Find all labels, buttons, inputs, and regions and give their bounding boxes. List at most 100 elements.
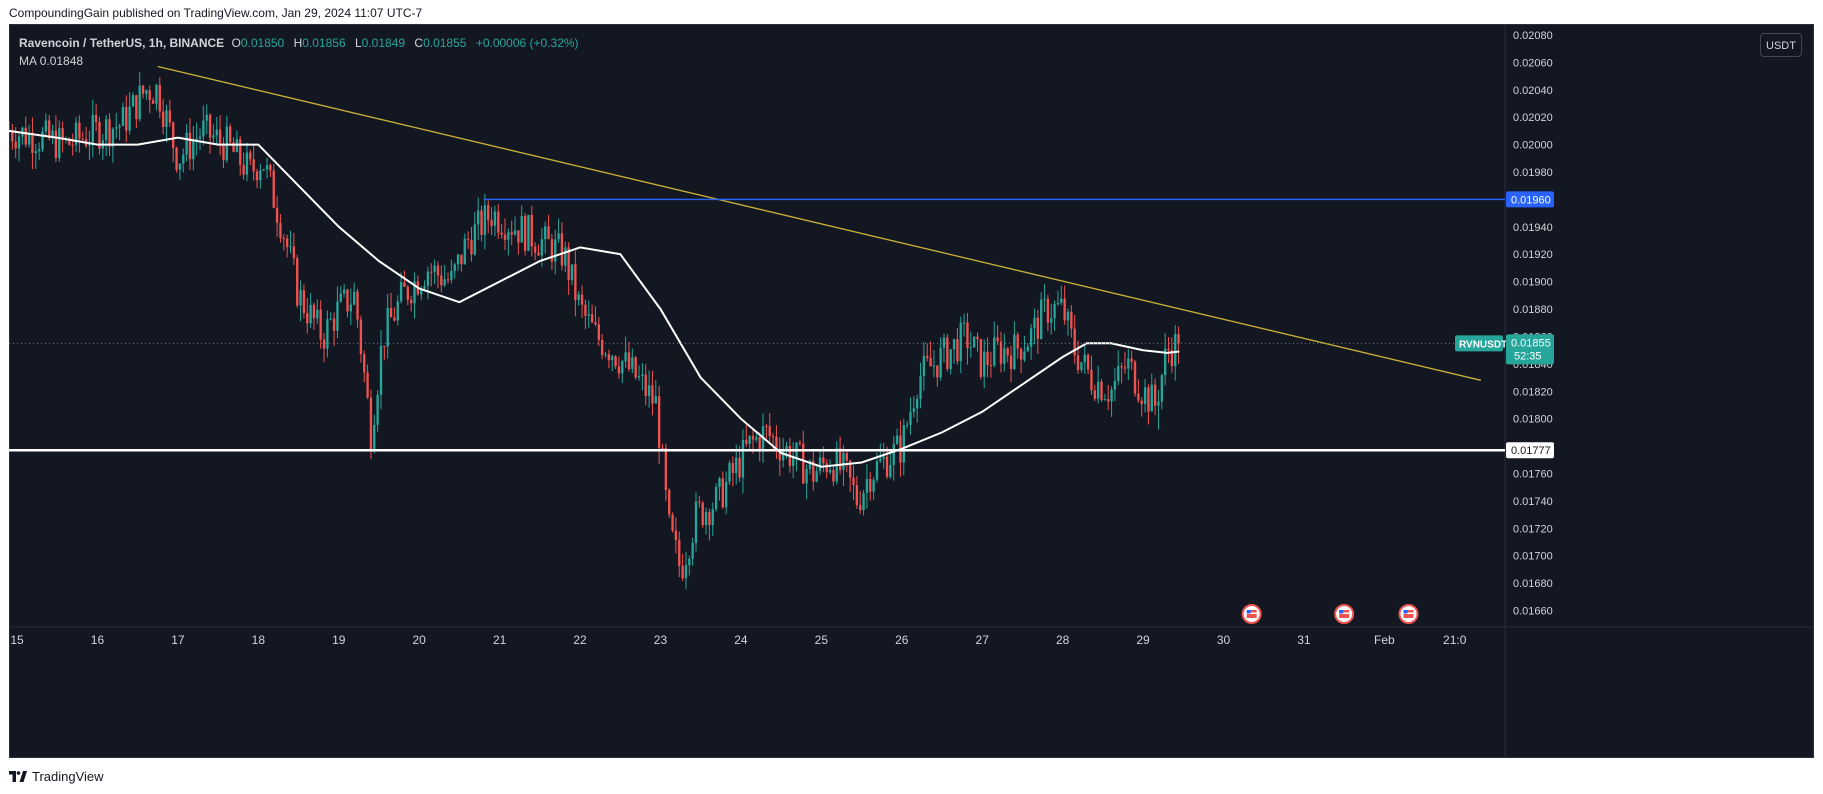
x-tick-label: 26 xyxy=(895,633,909,647)
candle-body xyxy=(614,356,617,367)
current-price-label: 0.01855 xyxy=(1511,337,1551,349)
candle-body xyxy=(175,147,178,170)
x-tick-label: 29 xyxy=(1136,633,1150,647)
candle-body xyxy=(1046,298,1050,323)
candle-body xyxy=(919,376,922,399)
candle-body xyxy=(309,304,312,324)
candle-body xyxy=(440,275,443,286)
x-tick-label: 17 xyxy=(171,633,185,647)
candle-body xyxy=(885,456,889,477)
candle-body xyxy=(108,119,111,147)
currency-button[interactable]: USDT xyxy=(1760,33,1802,57)
candle-body xyxy=(999,341,1003,364)
candle-body xyxy=(694,501,698,543)
candle-body xyxy=(14,141,17,149)
candle-body xyxy=(929,357,932,367)
candle-body xyxy=(972,336,976,348)
candle-body xyxy=(688,558,691,566)
candle-body xyxy=(631,357,634,370)
footer-brand[interactable]: TradingView xyxy=(32,768,104,784)
candle-body xyxy=(979,339,983,377)
candle-body xyxy=(151,100,155,104)
candle-body xyxy=(802,443,805,484)
candle-body xyxy=(285,238,289,248)
symbol-title[interactable]: Ravencoin / TetherUS, 1h, BINANCE xyxy=(19,36,225,50)
x-tick-label: 19 xyxy=(332,633,346,647)
candle-body xyxy=(768,426,771,437)
countdown-label: 52:35 xyxy=(1514,350,1542,362)
resistance-price-tag xyxy=(1506,191,1554,208)
x-tick-label: 23 xyxy=(654,633,668,647)
candle-body xyxy=(239,139,242,165)
candle-body xyxy=(704,512,708,525)
candle-body xyxy=(279,222,282,239)
candle-body xyxy=(939,347,942,378)
ohlc-row: Ravencoin / TetherUS, 1h, BINANCE O0.018… xyxy=(19,34,585,52)
candle-body xyxy=(594,322,597,325)
candle-body xyxy=(1174,334,1177,367)
candle-body xyxy=(869,479,872,492)
candle-body xyxy=(879,458,882,462)
candle-body xyxy=(306,313,309,324)
candle-body xyxy=(31,132,34,154)
chart-panel[interactable] xyxy=(9,24,1814,758)
candle-body xyxy=(755,437,758,440)
candle-body xyxy=(369,397,373,452)
candle-body xyxy=(808,460,812,469)
candle-body xyxy=(245,152,249,175)
candle-body xyxy=(1016,334,1019,349)
candle-body xyxy=(627,352,631,370)
candle-body xyxy=(399,282,403,302)
x-tick-label: 28 xyxy=(1056,633,1070,647)
candle-body xyxy=(356,291,359,320)
candlestick-chart[interactable]: 0.01660 0.01680 0.01700 0.01720 0.01740 0.017… xyxy=(9,24,1814,758)
candle-body xyxy=(577,294,580,301)
candle-body xyxy=(68,138,71,145)
candle-body xyxy=(758,437,761,451)
publish-bar: CompoundingGain published on TradingView… xyxy=(0,0,1823,24)
candle-body xyxy=(78,122,81,139)
candle-body xyxy=(27,132,31,145)
x-tick-label: 21 xyxy=(493,633,507,647)
y-tick-label: 0.01880 xyxy=(1513,304,1553,316)
candle-body xyxy=(962,322,966,324)
candle-body xyxy=(905,424,909,426)
candle-body xyxy=(714,487,718,510)
candle-body xyxy=(145,90,148,94)
high-value: 0.01856 xyxy=(302,36,346,50)
candle-body xyxy=(745,439,748,444)
candle-body xyxy=(1133,361,1137,394)
candle-body xyxy=(34,151,37,154)
candle-body xyxy=(353,291,356,305)
ma-label[interactable]: MA xyxy=(19,54,37,68)
candle-body xyxy=(976,336,979,340)
chart-legend: Ravencoin / TetherUS, 1h, BINANCE O0.018… xyxy=(19,34,585,70)
candle-body xyxy=(389,307,393,318)
candle-body xyxy=(420,288,423,295)
flag-stripe-icon xyxy=(1339,612,1350,614)
candle-body xyxy=(902,425,905,463)
candle-body xyxy=(1029,328,1033,347)
symbol-tag-label: RVNUSDT xyxy=(1459,339,1507,350)
candle-body xyxy=(1127,358,1130,369)
candle-body xyxy=(292,246,296,259)
candle-body xyxy=(1033,317,1036,329)
candle-body xyxy=(1073,328,1076,356)
candle-body xyxy=(805,468,808,484)
candle-body xyxy=(942,337,946,348)
candle-body xyxy=(446,279,450,281)
candle-body xyxy=(473,224,476,255)
candle-body xyxy=(637,375,641,378)
candle-body xyxy=(396,301,399,321)
candle-body xyxy=(51,130,54,139)
candle-body xyxy=(480,210,483,235)
candle-body xyxy=(741,439,745,478)
candle-body xyxy=(1107,399,1110,402)
candle-body xyxy=(456,254,460,265)
candle-body xyxy=(413,281,416,304)
support-price-tag xyxy=(1506,442,1554,459)
candle-body xyxy=(600,339,604,356)
candle-body xyxy=(71,144,74,146)
candle-body xyxy=(172,122,175,148)
candle-body xyxy=(611,356,614,361)
